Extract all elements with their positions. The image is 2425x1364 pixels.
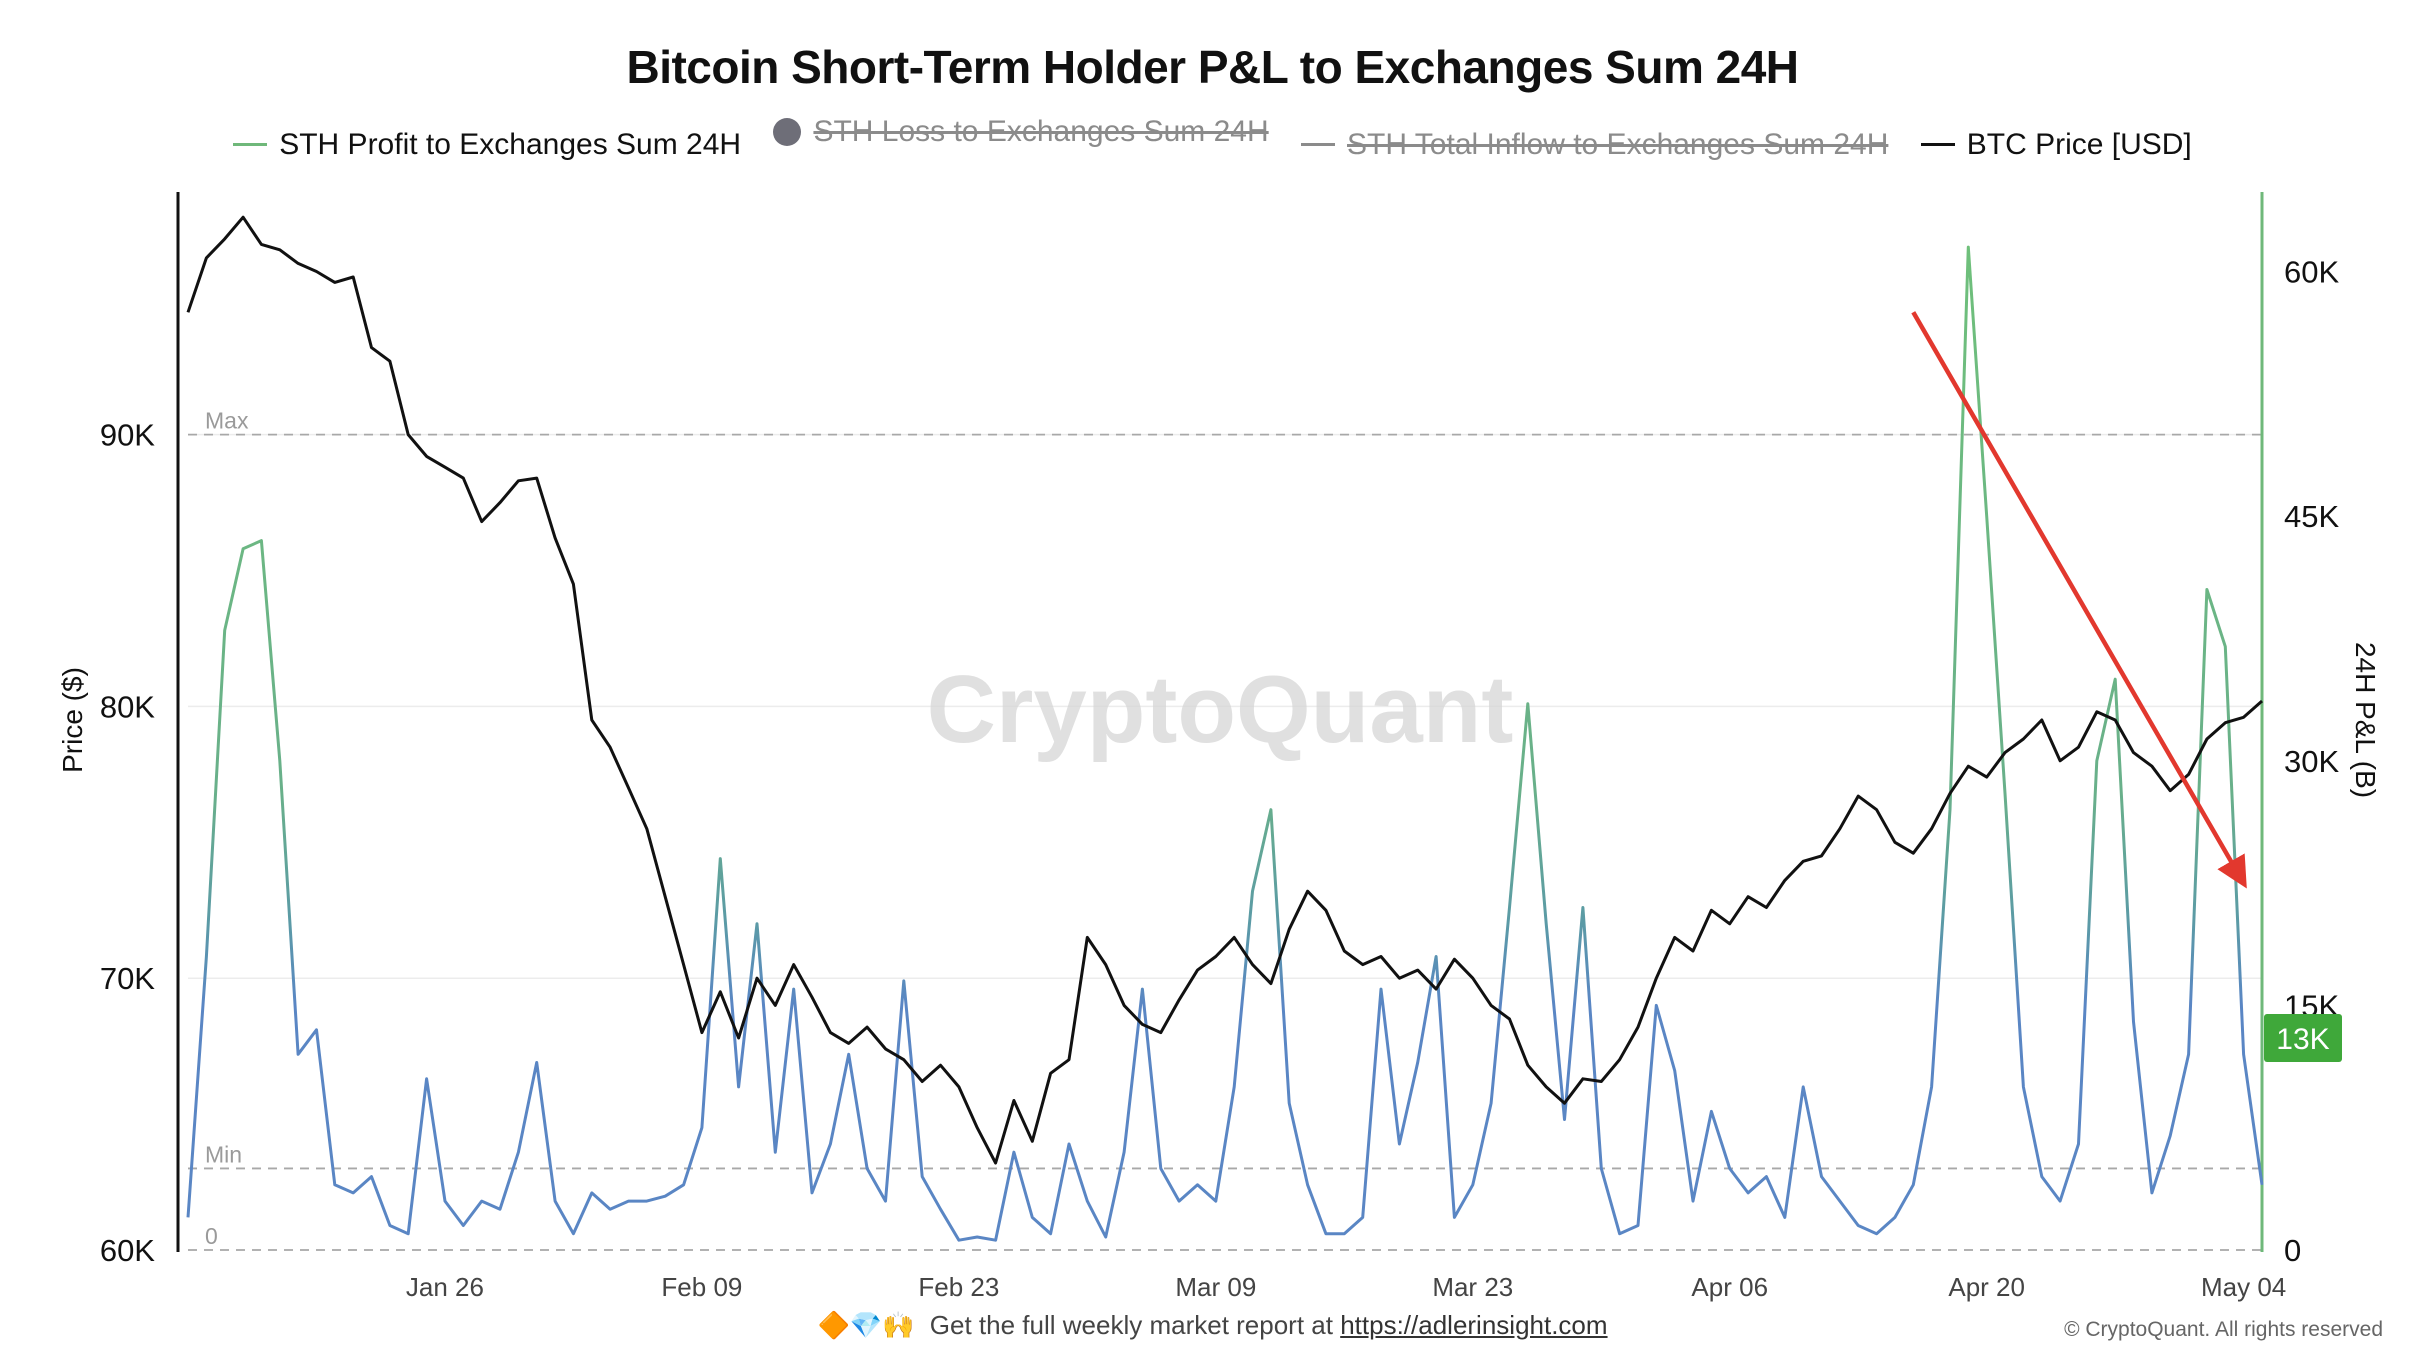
y-right-axis-label: 24H P&L (B) [2350,642,2381,798]
current-value-badge [2264,1014,2342,1062]
x-tick-apr-06: Apr 06 [1691,1272,1768,1302]
legend-swatch-sth-loss [773,118,802,146]
x-tick-feb-09: Feb 09 [661,1272,742,1302]
reference-label-min: Min [205,1141,242,1167]
y-left-tick-80K: 80K [100,689,155,724]
footer-emojis: 🔶💎🙌 [817,1310,915,1340]
chart-title: Bitcoin Short-Term Holder P&L to Exchang… [626,41,1799,93]
current-value-label: 13K [2276,1023,2329,1056]
x-tick-mar-09: Mar 09 [1175,1272,1256,1302]
y-right-tick-0: 0 [2284,1233,2301,1268]
x-tick-jan-26: Jan 26 [406,1272,484,1302]
legend-item-sth-profit[interactable]: STH Profit to Exchanges Sum 24H [233,128,741,162]
reference-lines: Max Min 0 [188,408,2262,1251]
legend-item-sth-total-inflow[interactable]: STH Total Inflow to Exchanges Sum 24H [1301,128,1888,162]
legend-label-btc-price: BTC Price [USD] [1966,127,2192,161]
legend-swatch-sth-total-inflow [1301,143,1335,146]
footer-note: 🔶💎🙌 Get the full weekly market report at… [0,1310,2425,1341]
trend-arrow [1911,311,2247,889]
legend-swatch-btc-price [1920,143,1955,146]
legend-item-btc-price[interactable]: BTC Price [USD] [1920,127,2192,162]
legend-item-sth-loss[interactable]: STH Loss to Exchanges Sum 24H [773,115,1269,149]
legend: STH Profit to Exchanges Sum 24H STH Loss… [0,115,2425,162]
y-left-tick-90K: 90K [100,418,155,453]
legend-swatch-sth-profit [233,143,268,146]
y-left-tick-60K: 60K [100,1233,155,1268]
x-tick-apr-20: Apr 20 [1948,1272,2025,1302]
y-right-tick-45K: 45K [2284,499,2339,534]
reference-label-0: 0 [205,1223,218,1249]
legend-label-sth-loss: STH Loss to Exchanges Sum 24H [813,115,1269,148]
series-line-sth-profit [186,245,2264,1242]
legend-label-sth-total-inflow: STH Total Inflow to Exchanges Sum 24H [1347,127,1889,161]
y-left-axis-label: Price ($) [57,667,88,773]
watermark: CryptoQuant [927,656,1514,763]
axes [176,192,2264,1252]
reference-label-max: Max [205,408,249,434]
x-tick-feb-23: Feb 23 [918,1272,999,1302]
footer-link[interactable]: https://adlerinsight.com [1340,1310,1608,1340]
y-right-tick-30K: 30K [2284,744,2339,779]
y-left-tick-70K: 70K [100,961,155,996]
series-line-btc-price [186,215,2263,1165]
series-layer [186,215,2264,1242]
legend-label-sth-profit: STH Profit to Exchanges Sum 24H [279,127,742,161]
annotations [1911,311,2247,889]
copyright: © CryptoQuant. All rights reserved [2064,1318,2383,1341]
footer-text: Get the full weekly market report at [929,1310,1333,1340]
x-tick-may-04: May 04 [2201,1272,2286,1302]
x-tick-mar-23: Mar 23 [1432,1272,1513,1302]
y-right-tick-60K: 60K [2284,255,2339,290]
